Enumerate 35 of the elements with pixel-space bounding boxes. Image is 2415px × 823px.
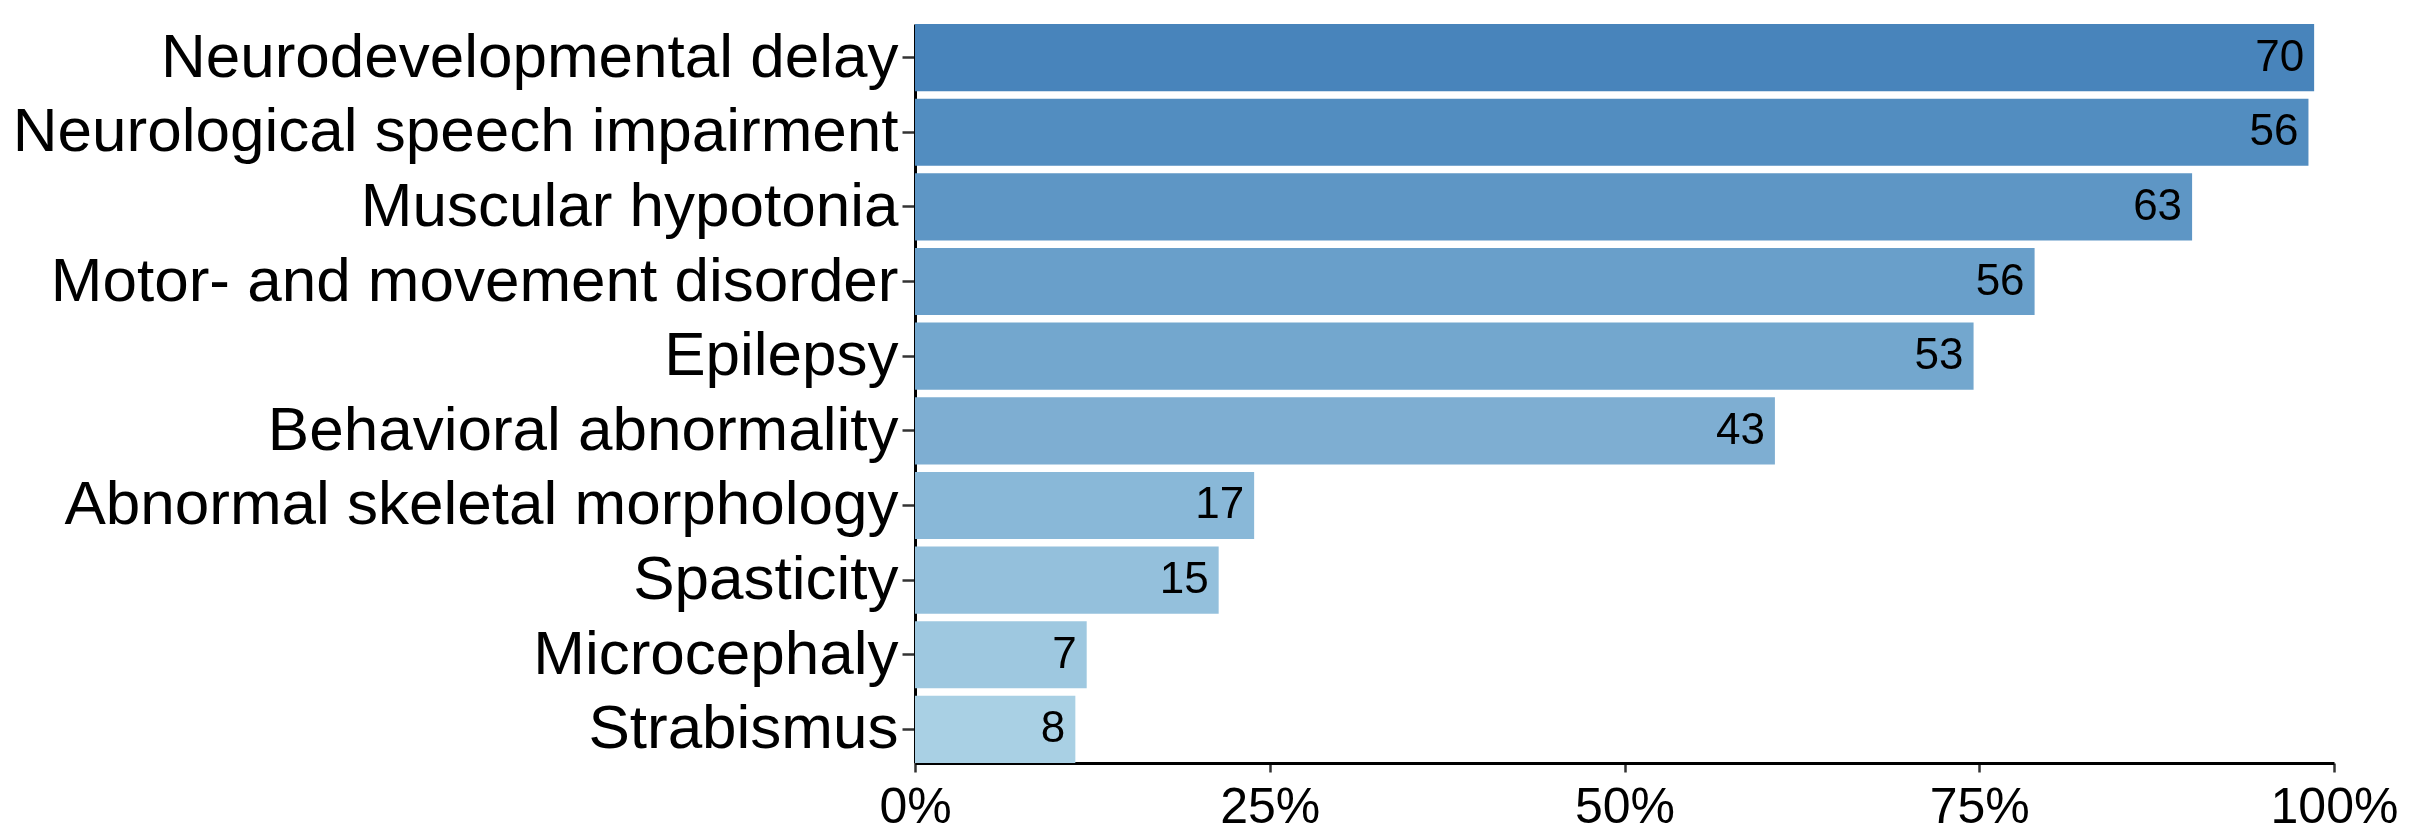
bar (915, 173, 2193, 241)
annotation: 17 (1195, 478, 1245, 528)
bar (915, 98, 2309, 166)
y-tick-label: Abnormal skeletal morphology (64, 468, 899, 538)
bar (915, 471, 1255, 540)
y-tick-label: Microcephaly (533, 617, 899, 687)
x-tick-label: 75% (1929, 777, 2030, 823)
y-tick-label: Muscular hypotonia (360, 169, 899, 239)
y-tick-label: Motor- and movement disorder (50, 244, 899, 314)
bar (915, 397, 1775, 465)
x-tick-label: 50% (1574, 777, 1676, 823)
bar (915, 322, 1974, 390)
x-tick-label: 0% (879, 777, 952, 823)
annotation: 8 (1040, 702, 1066, 752)
annotation: 70 (2255, 30, 2305, 80)
y-tick-label: Spasticity (633, 543, 899, 613)
bar (915, 621, 1087, 689)
annotation: 43 (1715, 403, 1765, 453)
annotation: 56 (1975, 254, 2025, 304)
annotation: 63 (2133, 179, 2183, 229)
annotation: 56 (2249, 105, 2299, 155)
y-tick-label: Behavioral abnormality (267, 393, 899, 463)
y-tick-label: Strabismus (588, 692, 899, 762)
bar (915, 695, 1076, 763)
annotation: 7 (1052, 627, 1077, 677)
y-tick-label: Neurological speech impairment (12, 95, 899, 165)
x-tick-label: 100% (2270, 777, 2399, 823)
y-tick-label: Neurodevelopmental delay (160, 20, 899, 90)
bar (915, 24, 2315, 92)
annotation: 53 (1914, 329, 1964, 379)
x-tick-label: 25% (1220, 777, 1321, 823)
annotation: 15 (1159, 553, 1209, 603)
bar (915, 247, 2035, 316)
bar (915, 546, 1219, 614)
y-tick-label: Epilepsy (664, 319, 899, 389)
